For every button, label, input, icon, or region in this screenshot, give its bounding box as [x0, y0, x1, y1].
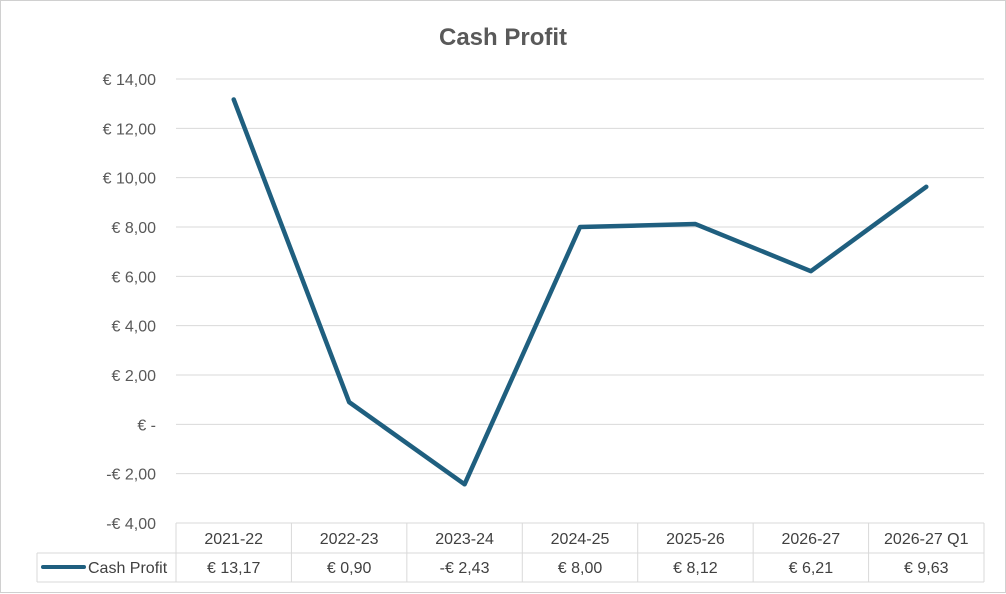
y-tick-label: € -: [137, 417, 156, 434]
y-tick-label: -€ 2,00: [106, 467, 156, 484]
x-category-label: 2022-23: [320, 531, 379, 548]
legend-series-label: Cash Profit: [88, 560, 168, 577]
data-table-value: € 0,90: [327, 560, 372, 577]
x-category-label: 2025-26: [666, 531, 725, 548]
data-table: 2021-22 2022-23 2023-24 2024-25 2025-26 2026-…: [37, 523, 984, 582]
x-category-label: 2024-25: [551, 531, 610, 548]
y-tick-label: € 14,00: [103, 72, 156, 89]
x-category-label: 2021-22: [204, 531, 263, 548]
data-table-value: € 8,00: [558, 560, 603, 577]
data-table-value: € 9,63: [904, 560, 949, 577]
series-line-cash-profit: [234, 99, 927, 484]
series-layer: [234, 99, 927, 484]
chart-title: Cash Profit: [439, 24, 567, 51]
y-tick-label: € 12,00: [103, 121, 156, 138]
y-tick-label: € 6,00: [112, 269, 157, 286]
data-table-value: -€ 2,43: [440, 560, 490, 577]
data-table-value: € 13,17: [207, 560, 260, 577]
y-tick-label: € 4,00: [112, 319, 157, 336]
y-tick-label: -€ 4,00: [106, 516, 156, 533]
y-tick-label: € 8,00: [112, 220, 157, 237]
gridlines: [176, 79, 984, 523]
data-table-value: € 8,12: [673, 560, 718, 577]
y-axis-tick-labels: € 14,00 € 12,00 € 10,00 € 8,00 € 6,00 € 4,00 €…: [103, 72, 156, 533]
x-category-label: 2023-24: [435, 531, 494, 548]
y-tick-label: € 10,00: [103, 171, 156, 188]
data-table-value: € 6,21: [789, 560, 834, 577]
x-category-label: 2026-27 Q1: [884, 531, 969, 548]
x-category-label: 2026-27: [781, 531, 840, 548]
y-tick-label: € 2,00: [112, 368, 157, 385]
